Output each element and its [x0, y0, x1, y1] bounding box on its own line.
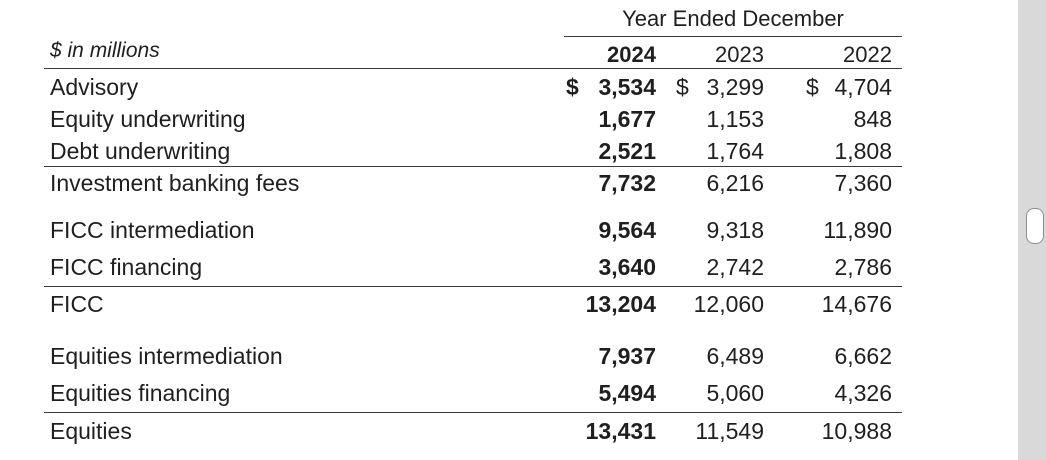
subtotal-rule: [44, 286, 902, 287]
subtotal-rule: [44, 166, 902, 167]
row-label: Equities intermediation: [50, 343, 283, 369]
row-label: Debt underwriting: [50, 138, 231, 164]
row-label: FICC financing: [50, 254, 203, 280]
period-header: Year Ended December: [622, 6, 844, 31]
table-row: Equities intermediation 7,937 6,489 6,66…: [50, 343, 892, 369]
row-label: FICC: [50, 291, 104, 317]
row-label: Investment banking fees: [50, 170, 300, 196]
row-label: Equities: [50, 418, 132, 444]
table-row: Debt underwriting 2,521 1,764 1,808: [50, 138, 892, 164]
currency-symbol: $: [806, 74, 819, 100]
table-row: FICC financing 3,640 2,742 2,786: [50, 254, 892, 280]
table-row: Equities 13,431 11,549 10,988: [50, 418, 892, 444]
currency-symbol: $: [566, 74, 579, 100]
table-row: Equity underwriting 1,677 1,153 848: [50, 106, 892, 132]
scrollbar-thumb[interactable]: [1026, 208, 1044, 244]
year-header-2022: 2022: [843, 42, 892, 67]
row-label: FICC intermediation: [50, 217, 255, 243]
row-label: Equity underwriting: [50, 106, 246, 132]
subtotal-rule: [44, 412, 902, 413]
year-header-2023: 2023: [715, 42, 764, 67]
row-label: Advisory: [50, 74, 139, 100]
table-row: Advisory $ 3,534 $ 3,299 $ 4,704: [50, 74, 892, 100]
table-row: FICC intermediation 9,564 9,318 11,890: [50, 217, 892, 243]
table-row: Investment banking fees 7,732 6,216 7,36…: [50, 170, 892, 196]
row-label: Equities financing: [50, 380, 231, 406]
document-page: Year Ended December $ in millions 2024 2…: [44, 6, 902, 444]
units-label: $ in millions: [50, 39, 160, 62]
header-rule: [44, 68, 902, 69]
year-header-2024: 2024: [607, 42, 656, 67]
table-row: FICC 13,204 12,060 14,676: [50, 291, 892, 317]
currency-symbol: $: [676, 74, 689, 100]
table-row: Equities financing 5,494 5,060 4,326: [50, 380, 892, 406]
period-header-rule: [564, 36, 902, 37]
